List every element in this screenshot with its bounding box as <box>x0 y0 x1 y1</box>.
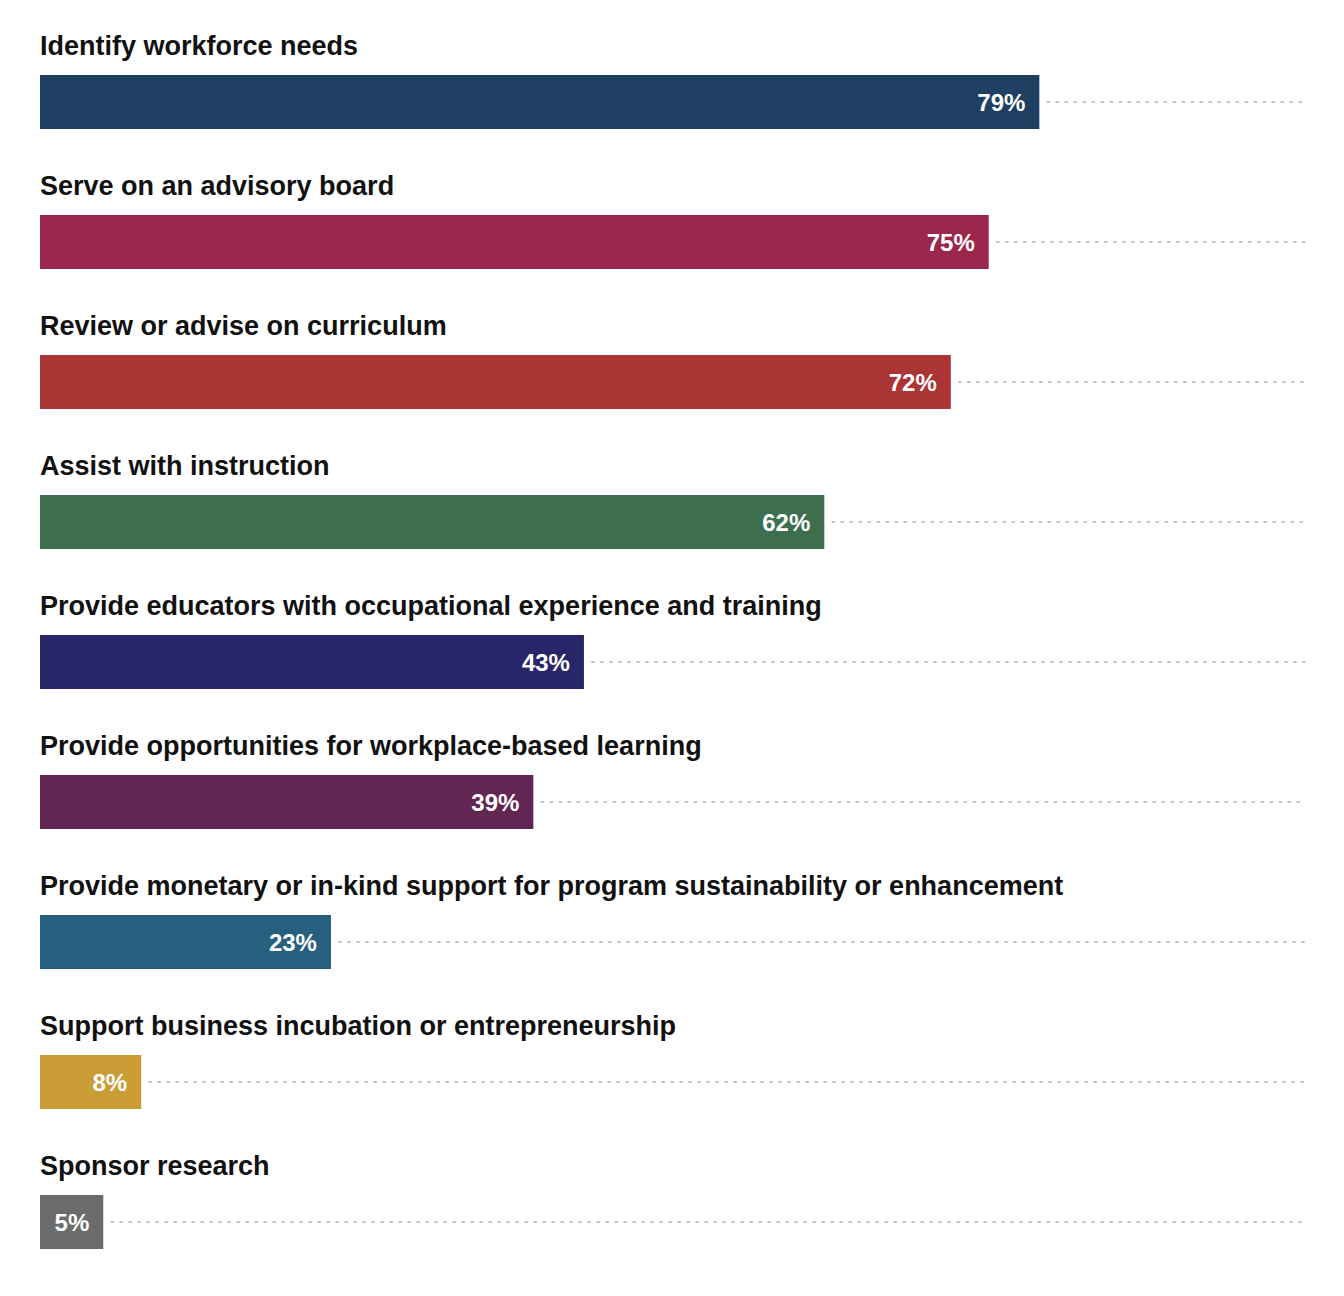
data-label: 23% <box>269 929 317 956</box>
data-label: 79% <box>977 89 1025 116</box>
bar <box>40 775 533 829</box>
guide-line <box>959 381 1305 383</box>
chart: Identify workforce needs 79% Serve on an a… <box>0 0 1344 1296</box>
category-label: Identify workforce needs <box>40 31 358 61</box>
bar <box>40 75 1039 129</box>
category-label: Support business incubation or entrepren… <box>40 1011 676 1041</box>
data-label: 72% <box>889 369 937 396</box>
bar <box>40 635 584 689</box>
bar <box>40 495 824 549</box>
guide-line <box>541 801 1305 803</box>
guide-line <box>1047 101 1305 103</box>
data-label: 5% <box>55 1209 90 1236</box>
guide-line <box>339 941 1305 943</box>
texts: Identify workforce needs 79% Serve on an a… <box>40 31 1063 1236</box>
category-label: Provide opportunities for workplace-base… <box>40 731 702 761</box>
category-label: Review or advise on curriculum <box>40 311 447 341</box>
bar <box>40 1055 141 1109</box>
guide-line <box>111 1221 1305 1223</box>
bar <box>40 915 331 969</box>
category-label: Assist with instruction <box>40 451 330 481</box>
guide-line <box>592 661 1305 663</box>
bar <box>40 355 951 409</box>
data-label: 43% <box>522 649 570 676</box>
guide-line <box>997 241 1305 243</box>
data-label: 62% <box>762 509 810 536</box>
data-label: 39% <box>471 789 519 816</box>
bars <box>40 75 1039 1249</box>
bar <box>40 215 989 269</box>
data-label: 8% <box>93 1069 128 1096</box>
bar <box>40 1195 103 1249</box>
guide-line <box>832 521 1305 523</box>
category-label: Sponsor research <box>40 1151 270 1181</box>
guide-line <box>149 1081 1305 1083</box>
category-label: Serve on an advisory board <box>40 171 394 201</box>
category-label: Provide monetary or in-kind support for … <box>40 871 1063 901</box>
data-label: 75% <box>927 229 975 256</box>
category-label: Provide educators with occupational expe… <box>40 591 822 621</box>
